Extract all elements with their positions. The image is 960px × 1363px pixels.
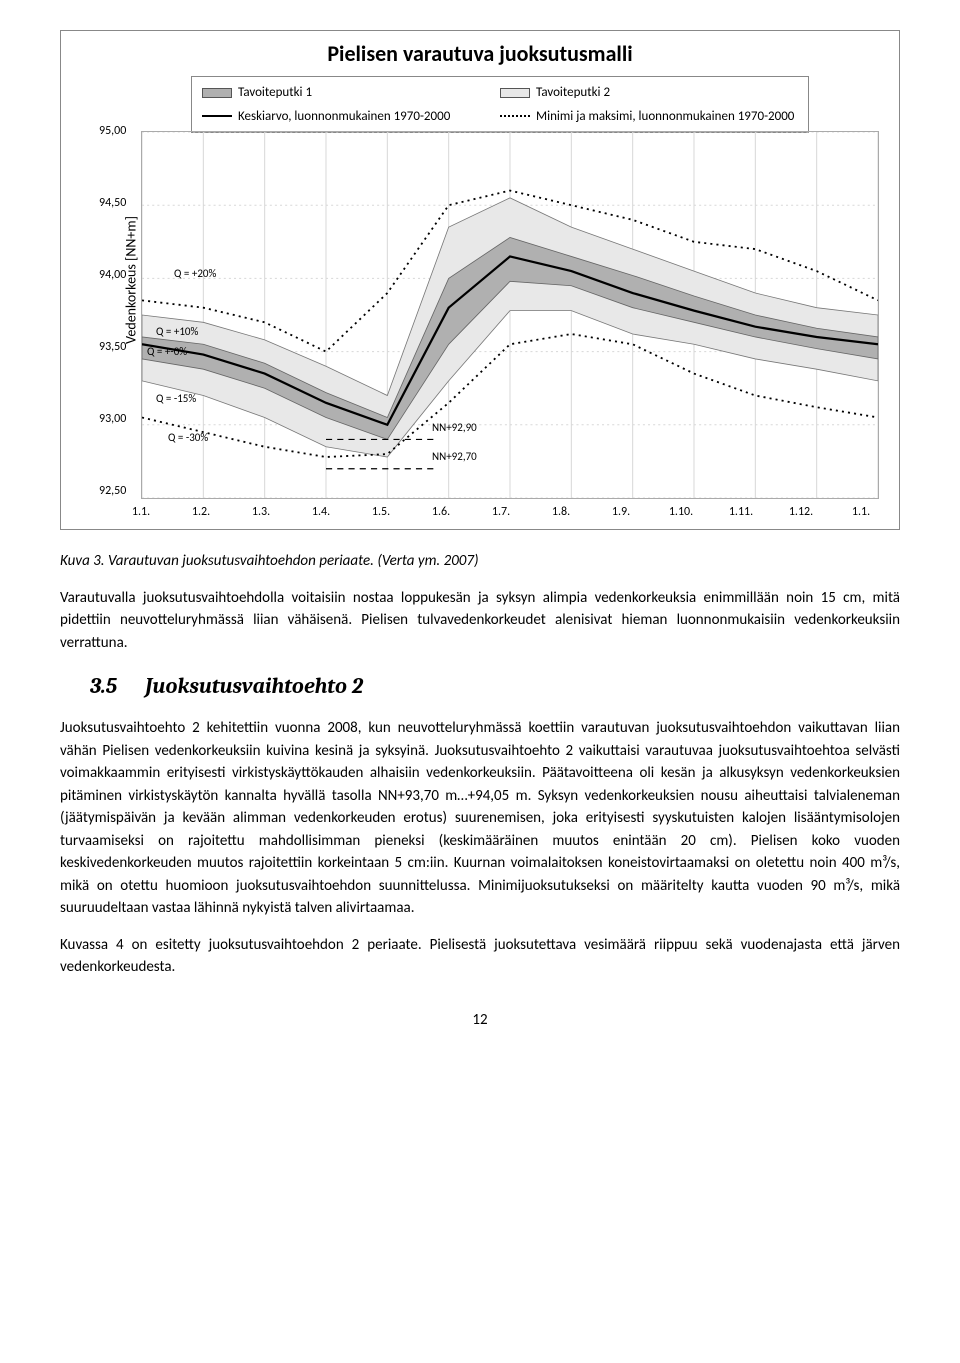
- x-tick-label: 1.3.: [252, 503, 270, 521]
- legend-label: Keskiarvo, luonnonmukainen 1970-2000: [238, 107, 450, 127]
- legend-label: Tavoiteputki 1: [238, 83, 312, 103]
- chart-annotation: Q = -30%: [168, 430, 208, 447]
- y-tick-label: 94,00: [99, 266, 126, 284]
- x-tick-label: 1.4.: [312, 503, 330, 521]
- x-tick-label: 1.11.: [729, 503, 753, 521]
- legend-label: Tavoiteputki 2: [536, 83, 610, 103]
- chart-svg: [142, 132, 878, 498]
- chart-annotation: Q = +-0%: [147, 344, 187, 361]
- chart-annotation: NN+92,90: [432, 420, 477, 437]
- section-title: Juoksutusvaihtoehto 2: [145, 673, 363, 699]
- legend-item-tavoiteputki2: Tavoiteputki 2: [500, 83, 798, 103]
- legend-item-keskiarvo: Keskiarvo, luonnonmukainen 1970-2000: [202, 107, 500, 127]
- paragraph: Juoksutusvaihtoehto 2 kehitettiin vuonna…: [60, 717, 900, 920]
- section-number: 3.5: [90, 673, 117, 699]
- x-tick-label: 1.8.: [552, 503, 570, 521]
- figure-caption: Kuva 3. Varautuvan juoksutusvaihtoehdon …: [60, 550, 900, 573]
- y-tick-label: 92,50: [99, 482, 126, 500]
- x-tick-label: 1.10.: [669, 503, 693, 521]
- legend-item-minmax: Minimi ja maksimi, luonnonmukainen 1970-…: [500, 107, 798, 127]
- page-number: 12: [60, 1009, 900, 1032]
- x-tick-label: 1.9.: [612, 503, 630, 521]
- chart-annotation: Q = +20%: [174, 266, 216, 283]
- legend-label: Minimi ja maksimi, luonnonmukainen 1970-…: [536, 107, 794, 127]
- x-tick-label: 1.1.: [132, 503, 150, 521]
- legend-swatch: [202, 115, 232, 117]
- x-tick-label: 1.6.: [432, 503, 450, 521]
- paragraph: Varautuvalla juoksutusvaihtoehdolla voit…: [60, 587, 900, 655]
- paragraph: Kuvassa 4 on esitetty juoksutusvaihtoehd…: [60, 934, 900, 979]
- legend-swatch: [500, 88, 530, 98]
- chart-title: Pielisen varautuva juoksutusmalli: [61, 31, 899, 72]
- chart-annotation: NN+92,70: [432, 449, 477, 466]
- legend-item-tavoiteputki1: Tavoiteputki 1: [202, 83, 500, 103]
- y-tick-label: 95,00: [99, 122, 126, 140]
- y-tick-label: 93,00: [99, 410, 126, 428]
- x-tick-label: 1.5.: [372, 503, 390, 521]
- chart-legend: Tavoiteputki 1 Tavoiteputki 2 Keskiarvo,…: [191, 76, 809, 133]
- x-tick-label: 1.12.: [789, 503, 813, 521]
- chart-container: Pielisen varautuva juoksutusmalli Tavoit…: [60, 30, 900, 530]
- y-tick-label: 94,50: [99, 194, 126, 212]
- legend-swatch: [500, 115, 530, 117]
- plot-area: [141, 131, 879, 499]
- section-heading: 3.5 Juoksutusvaihtoehto 2: [90, 670, 900, 703]
- x-tick-label: 1.2.: [192, 503, 210, 521]
- chart-annotation: Q = -15%: [156, 391, 196, 408]
- legend-swatch: [202, 88, 232, 98]
- y-tick-label: 93,50: [99, 338, 126, 356]
- chart-annotation: Q = +10%: [156, 324, 198, 341]
- x-tick-label: 1.7.: [492, 503, 510, 521]
- x-tick-label: 1.1.: [852, 503, 870, 521]
